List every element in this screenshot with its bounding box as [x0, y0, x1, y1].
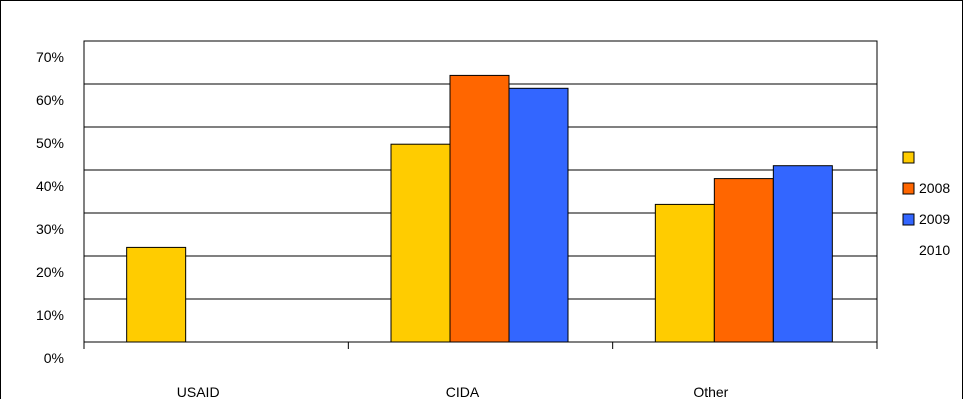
x-axis-ticks — [83, 342, 878, 349]
y-tick-label: 70% — [36, 49, 64, 65]
bar — [390, 143, 451, 343]
y-tick-label: 0% — [44, 350, 64, 366]
y-tick-label: 40% — [36, 178, 64, 194]
y-tick-label: 20% — [36, 264, 64, 280]
legend-label: 2009 — [919, 211, 950, 227]
legend-swatch — [902, 182, 915, 195]
x-tick-label: Other — [693, 384, 728, 400]
y-tick-label: 10% — [36, 307, 64, 323]
legend-swatch — [902, 151, 915, 164]
y-tick-label: 60% — [36, 92, 64, 108]
y-axis-tick-labels: 0% 10% 20% 30% 40% 50% 60% 70% — [36, 49, 64, 366]
legend-label: 2008 — [919, 180, 950, 196]
bar — [654, 203, 715, 343]
x-tick-label: USAID — [177, 384, 220, 400]
legend-swatch — [902, 213, 915, 226]
y-tick-label: 30% — [36, 221, 64, 237]
bar — [713, 178, 774, 343]
legend-label: 2010 — [919, 242, 950, 258]
bar — [449, 74, 510, 343]
x-tick-label: CIDA — [446, 384, 480, 400]
legend: 2008 2009 2010 — [902, 151, 950, 258]
bars — [126, 74, 833, 343]
x-axis-tick-labels: USAID CIDA Other — [177, 384, 729, 400]
bar — [772, 165, 833, 343]
bar — [508, 87, 569, 343]
bar — [126, 246, 187, 343]
y-tick-label: 50% — [36, 135, 64, 151]
